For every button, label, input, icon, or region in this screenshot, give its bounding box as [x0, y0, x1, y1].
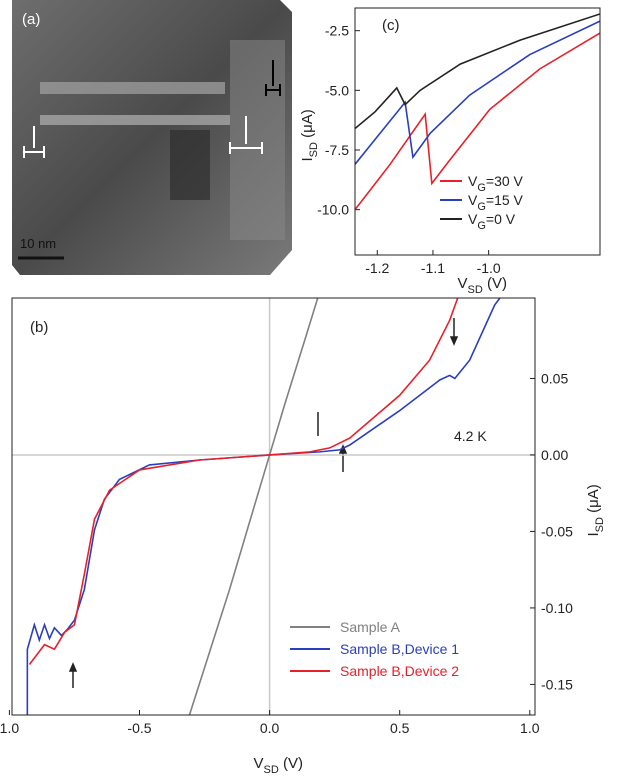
x-axis-label-part: (V): [279, 755, 303, 772]
x-axis-label-part: V: [458, 275, 468, 292]
series-line: [355, 13, 600, 130]
y-axis-label-part: SD: [594, 517, 606, 532]
tem-image: 10 nm (a): [12, 0, 292, 275]
x-tick-label: 0.0: [260, 720, 280, 736]
legend-label-part: V: [468, 173, 478, 189]
y-tick-label: -10.0: [317, 202, 349, 218]
x-tick-label: -1.1: [421, 260, 445, 276]
x-axis-label-part: (V): [483, 275, 507, 292]
arrows: [68, 318, 459, 688]
legend-label: VG=30 V: [468, 173, 524, 194]
legend-label: VG=15 V: [468, 192, 524, 213]
legend-label: Sample B,Device 1: [340, 641, 459, 657]
x-tick-label: 1.0: [0, 720, 19, 736]
legend-label-part: V: [468, 211, 478, 227]
x-axis-label: VSD (V): [254, 755, 303, 776]
legend-label-part: V: [468, 192, 478, 208]
panel-label: (c): [382, 17, 400, 34]
y-tick-label: 0.05: [541, 370, 568, 386]
x-tick-label: 1.0: [520, 720, 540, 736]
y-axis-label-part: (μA): [299, 109, 316, 142]
legend-label: Sample B,Device 2: [340, 663, 459, 679]
y-tick-label: -5.0: [325, 82, 349, 98]
y-tick-label: -0.05: [541, 523, 573, 539]
series-line: [355, 20, 600, 165]
y-tick-label: -2.5: [325, 23, 349, 39]
legend-label-part: G: [477, 201, 486, 213]
plot-frame: [354, 7, 601, 256]
x-tick-label: -1.0: [477, 260, 501, 276]
legend-label-part: G: [477, 220, 486, 232]
x-axis-label: VSD (V): [458, 275, 507, 296]
x-tick-label: -1.2: [365, 260, 389, 276]
legend-label-part: =30 V: [486, 173, 524, 189]
y-axis-label-part: I: [299, 157, 316, 161]
x-tick-label: -0.5: [127, 720, 151, 736]
annotation: 4.2 K: [454, 428, 487, 444]
y-axis-label-part: I: [585, 532, 602, 536]
plot-0: -1.2 -1.1 -1.0 -2.5 -5.0 -7.5 -10.0 (c): [317, 7, 601, 276]
y-tick-label: -0.10: [541, 600, 573, 616]
y-tick-label: -0.15: [541, 676, 573, 692]
y-axis-label: ISD (μA): [585, 484, 606, 536]
legend-label-part: G: [477, 182, 486, 194]
series-line: [28, 298, 459, 666]
y-axis-label: ISD (μA): [299, 109, 320, 161]
series-line: [355, 32, 600, 211]
plot-frame: [11, 297, 536, 716]
scale-bar-label: 10 nm: [20, 236, 56, 251]
series-line: [188, 298, 319, 715]
x-axis-label-part: V: [254, 755, 264, 772]
panel-label: (a): [22, 11, 40, 28]
legend-label: VG=0 V: [468, 211, 516, 232]
series-line: [26, 298, 501, 715]
y-tick-label: 0.00: [541, 447, 568, 463]
x-axis-label-part: SD: [264, 764, 279, 776]
x-tick-label: 0.5: [390, 720, 410, 736]
legend-label: Sample A: [340, 619, 401, 635]
legend-label-part: =0 V: [486, 211, 516, 227]
y-tick-label: -7.5: [325, 142, 349, 158]
plot-1: 1.0 -0.5 0.0 0.5 1.0 0.05 0.00 -0.05 -0.10 -0.15 (…: [0, 297, 573, 736]
y-axis-label-part: (μA): [585, 484, 602, 517]
y-axis-label-part: SD: [308, 142, 320, 157]
panel-label: (b): [30, 319, 48, 336]
x-axis-label-part: SD: [468, 284, 483, 296]
legend-label-part: =15 V: [486, 192, 524, 208]
